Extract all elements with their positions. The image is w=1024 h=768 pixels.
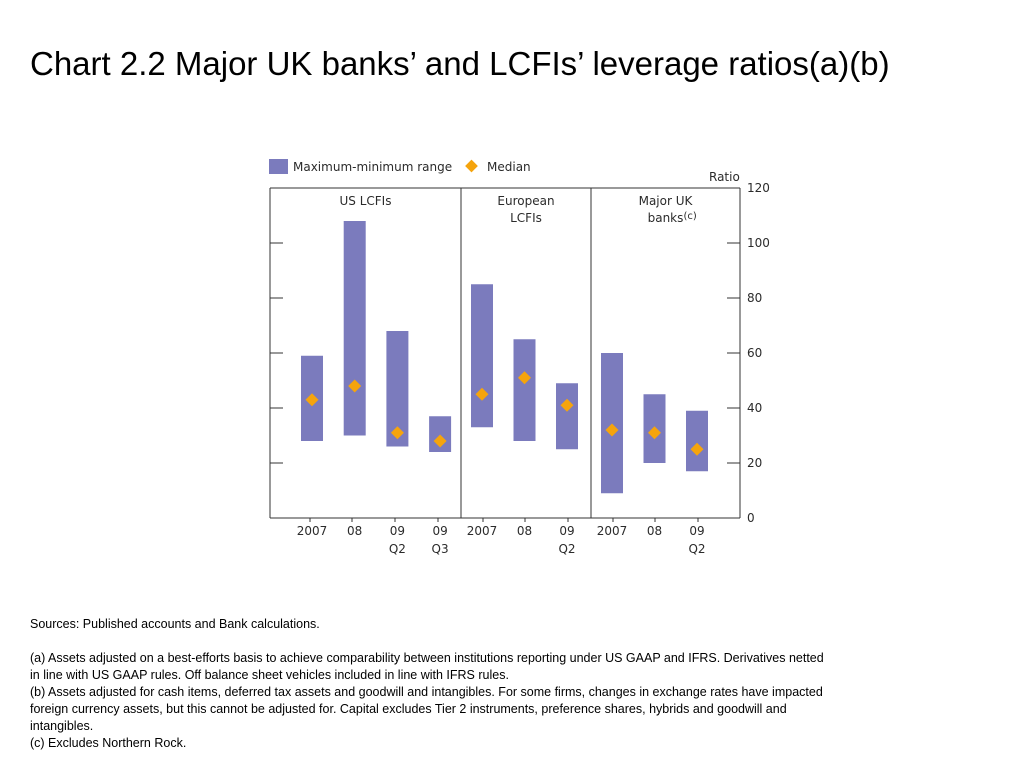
range-bar bbox=[686, 410, 708, 472]
x-tick-label: 09 bbox=[432, 524, 447, 538]
plot-area: US LCFIs European LCFIs Major UK banks (c) bbox=[269, 187, 741, 519]
median-marker bbox=[433, 434, 447, 448]
range-bar bbox=[343, 221, 366, 436]
x-tick-label: 2007 bbox=[467, 524, 498, 538]
y-tick-label: 80 bbox=[747, 291, 762, 305]
legend-range-swatch bbox=[269, 159, 288, 174]
y-axis: Ratio 0 20 40 60 80 100 120 bbox=[270, 170, 770, 525]
x-tick-label: 08 bbox=[647, 524, 662, 538]
footnote-c: (c) Excludes Northern Rock. bbox=[30, 736, 187, 750]
x-tick-label: 2007 bbox=[297, 524, 328, 538]
panel-title: LCFIs bbox=[510, 211, 542, 225]
range-bar bbox=[513, 339, 536, 441]
panel-title: banks bbox=[648, 211, 684, 225]
x-tick-label: 08 bbox=[517, 524, 532, 538]
footnote-b-line-3: intangibles. bbox=[30, 719, 94, 733]
y-tick-label: 120 bbox=[747, 181, 770, 195]
panel-title: European bbox=[497, 194, 554, 208]
footnote-a-line-2: in line with US GAAP rules. Off balance … bbox=[30, 668, 509, 682]
range-bars bbox=[301, 221, 708, 494]
chart-notes: Sources: Published accounts and Bank cal… bbox=[30, 616, 945, 752]
footnote-a-line-1: (a) Assets adjusted on a best-efforts ba… bbox=[30, 651, 824, 665]
footnote-b-line-2: foreign currency assets, but this cannot… bbox=[30, 702, 787, 716]
median-marker bbox=[390, 426, 404, 440]
slide-title: Chart 2.2 Major UK banks’ and LCFIs’ lev… bbox=[30, 45, 890, 82]
panel-title-superscript: (c) bbox=[684, 211, 697, 222]
legend-median-swatch bbox=[465, 159, 478, 173]
range-bar bbox=[556, 383, 578, 450]
x-tick-label: 09 bbox=[689, 524, 704, 538]
panel-title: Major UK bbox=[639, 194, 694, 208]
x-tick-label: 08 bbox=[347, 524, 362, 538]
median-marker bbox=[690, 442, 704, 456]
legend-median-label: Median bbox=[487, 160, 531, 174]
range-bar bbox=[386, 331, 409, 447]
y-tick-label: 60 bbox=[747, 346, 762, 360]
notes-spacer bbox=[30, 633, 945, 650]
x-tick-label: 09 bbox=[559, 524, 574, 538]
median-markers bbox=[305, 371, 704, 456]
median-marker bbox=[305, 393, 319, 407]
y-tick-label: 100 bbox=[747, 236, 770, 250]
x-tick-sublabel: Q2 bbox=[688, 542, 705, 556]
median-marker bbox=[648, 426, 661, 440]
x-tick-label: 2007 bbox=[597, 524, 628, 538]
panel-title: US LCFIs bbox=[340, 194, 392, 208]
range-bar bbox=[429, 416, 452, 452]
x-axis: 2007 08 09 Q2 09 Q3 2007 08 09 Q2 2007 08 09 Q2 bbox=[297, 518, 706, 556]
chart-svg: Maximum-minimum range Median US LCFIs Euro… bbox=[269, 159, 770, 556]
x-tick-sublabel: Q3 bbox=[432, 542, 449, 556]
x-tick-sublabel: Q2 bbox=[389, 542, 406, 556]
median-marker bbox=[475, 387, 489, 401]
y-axis-title: Ratio bbox=[709, 170, 740, 184]
y-tick-label: 40 bbox=[747, 401, 762, 415]
footnote-b-line-1: (b) Assets adjusted for cash items, defe… bbox=[30, 685, 823, 699]
legend-range-label: Maximum-minimum range bbox=[293, 160, 452, 174]
y-tick-label: 0 bbox=[747, 511, 755, 525]
median-marker bbox=[518, 371, 531, 385]
x-tick-sublabel: Q2 bbox=[558, 542, 575, 556]
y-tick-label: 20 bbox=[747, 456, 762, 470]
median-marker bbox=[605, 423, 619, 437]
sources-note: Sources: Published accounts and Bank cal… bbox=[30, 617, 320, 631]
chart: Maximum-minimum range Median US LCFIs Euro… bbox=[255, 150, 795, 560]
range-bar bbox=[471, 284, 493, 428]
median-marker bbox=[348, 379, 362, 393]
median-marker bbox=[560, 398, 574, 412]
range-bar bbox=[601, 353, 623, 494]
chart-legend: Maximum-minimum range Median bbox=[269, 159, 531, 174]
x-tick-label: 09 bbox=[390, 524, 405, 538]
